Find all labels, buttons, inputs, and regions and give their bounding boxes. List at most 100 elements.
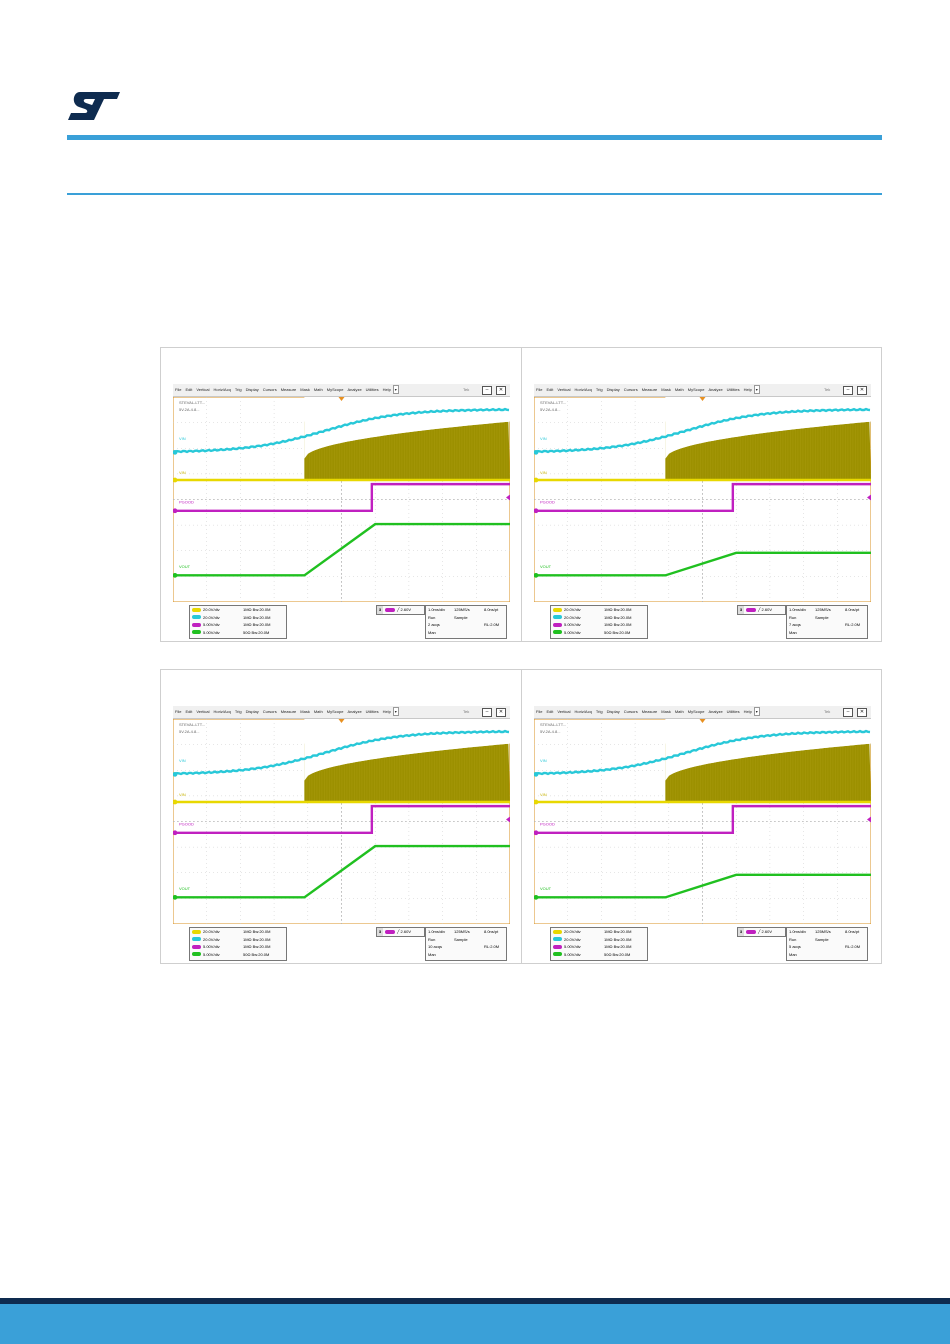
menu-item[interactable]: Display [606, 387, 620, 392]
channel-row[interactable]: 5.00V/div 50Ω Bw:20.0M [551, 951, 647, 959]
menu-item[interactable]: MyScope [687, 387, 705, 392]
trigger-settings[interactable]: 3 ╱ 2.60V [737, 605, 786, 615]
menu-item[interactable]: Analyze [347, 387, 362, 392]
menu-item[interactable]: Measure [280, 709, 297, 714]
menu-item[interactable]: Horiz/Acq [574, 387, 592, 392]
menu-item[interactable]: Trig [595, 709, 603, 714]
menu-item[interactable]: Mask [661, 709, 671, 714]
menu-item[interactable]: MyScope [326, 387, 344, 392]
menu-item[interactable]: Help [743, 709, 752, 714]
menu-item[interactable]: Measure [641, 709, 658, 714]
menu-item[interactable]: Math [313, 709, 323, 714]
menu-item[interactable]: Math [313, 387, 323, 392]
channel-row[interactable]: 5.00V/div 50Ω Bw:20.0M [190, 951, 286, 959]
channel-marker[interactable] [173, 799, 178, 805]
menu-item[interactable]: Utilities [726, 387, 740, 392]
channel-marker[interactable] [173, 508, 178, 514]
menu-dropdown[interactable]: ▾ [392, 707, 399, 716]
menu-item[interactable]: Horiz/Acq [213, 387, 231, 392]
menu-item[interactable]: File [175, 387, 182, 392]
menu-item[interactable]: File [536, 709, 543, 714]
menu-item[interactable]: Utilities [365, 709, 379, 714]
channel-row[interactable]: 20.0V/div 1MΩ Bw:20.0M [551, 606, 647, 614]
minimize-button[interactable]: – [482, 708, 492, 717]
menu-item[interactable]: Edit [185, 387, 193, 392]
channel-marker[interactable] [534, 572, 539, 578]
menu-item[interactable]: Trig [234, 387, 242, 392]
menu-item[interactable]: Utilities [365, 387, 379, 392]
channel-marker[interactable] [534, 771, 539, 777]
menu-item[interactable]: Display [606, 709, 620, 714]
channel-row[interactable]: 20.0V/div 1MΩ Bw:20.0M [190, 936, 286, 944]
menu-item[interactable]: MyScope [687, 709, 705, 714]
menu-item[interactable]: Help [743, 387, 752, 392]
minimize-button[interactable]: – [843, 386, 853, 395]
channel-marker[interactable] [173, 830, 178, 836]
menu-item[interactable]: Vertical [557, 709, 571, 714]
menu-item[interactable]: Measure [641, 387, 658, 392]
menu-item[interactable]: Vertical [196, 709, 210, 714]
channel-marker[interactable] [173, 477, 178, 483]
channel-row[interactable]: 5.00V/div 1MΩ Bw:20.0M [190, 943, 286, 951]
channel-row[interactable]: 5.00V/div 1MΩ Bw:20.0M [551, 621, 647, 629]
menu-item[interactable]: Horiz/Acq [574, 709, 592, 714]
channel-marker[interactable] [173, 894, 178, 900]
menu-item[interactable]: Math [674, 387, 684, 392]
menu-item[interactable]: Help [382, 709, 391, 714]
minimize-button[interactable]: – [843, 708, 853, 717]
channel-row[interactable]: 20.0V/div 1MΩ Bw:20.0M [551, 614, 647, 622]
menu-item[interactable]: File [175, 709, 182, 714]
channel-row[interactable]: 5.00V/div 50Ω Bw:20.0M [190, 629, 286, 637]
menu-item[interactable]: Cursors [623, 709, 638, 714]
close-button[interactable]: ✕ [496, 708, 506, 717]
menu-item[interactable]: Display [245, 387, 259, 392]
menu-item[interactable]: Mask [300, 387, 310, 392]
channel-row[interactable]: 20.0V/div 1MΩ Bw:20.0M [551, 936, 647, 944]
menu-item[interactable]: MyScope [326, 709, 344, 714]
channel-row[interactable]: 20.0V/div 1MΩ Bw:20.0M [190, 928, 286, 936]
menu-item[interactable]: Cursors [262, 387, 277, 392]
timebase-settings[interactable]: 1.0ms/div 125MS/s 8.0ns/pt Run Sample 2 acqs R… [425, 605, 507, 639]
channel-marker[interactable] [534, 508, 539, 514]
timebase-settings[interactable]: 1.0ms/div 125MS/s 8.0ns/pt Run Sample 7 acqs R… [786, 605, 868, 639]
menu-dropdown[interactable]: ▾ [392, 385, 399, 394]
menu-item[interactable]: Cursors [623, 387, 638, 392]
menu-dropdown[interactable]: ▾ [753, 707, 760, 716]
close-button[interactable]: ✕ [857, 386, 867, 395]
menu-item[interactable]: Analyze [347, 709, 362, 714]
trigger-settings[interactable]: 3 ╱ 2.60V [376, 605, 425, 615]
menu-item[interactable]: Analyze [708, 709, 723, 714]
menu-item[interactable]: Vertical [557, 387, 571, 392]
menu-item[interactable]: Utilities [726, 709, 740, 714]
timebase-settings[interactable]: 1.0ms/div 125MS/s 8.0ns/pt Run Sample 5 acqs R… [786, 927, 868, 961]
trigger-settings[interactable]: 3 ╱ 2.60V [737, 927, 786, 937]
channel-marker[interactable] [534, 830, 539, 836]
channel-marker[interactable] [534, 799, 539, 805]
menu-item[interactable]: Edit [546, 709, 554, 714]
minimize-button[interactable]: – [482, 386, 492, 395]
channel-row[interactable]: 20.0V/div 1MΩ Bw:20.0M [190, 614, 286, 622]
menu-item[interactable]: Help [382, 387, 391, 392]
menu-item[interactable]: Edit [546, 387, 554, 392]
menu-item[interactable]: Mask [661, 387, 671, 392]
menu-item[interactable]: Mask [300, 709, 310, 714]
menu-item[interactable]: Vertical [196, 387, 210, 392]
menu-item[interactable]: Analyze [708, 387, 723, 392]
channel-row[interactable]: 5.00V/div 1MΩ Bw:20.0M [551, 943, 647, 951]
channel-marker[interactable] [173, 771, 178, 777]
close-button[interactable]: ✕ [857, 708, 867, 717]
menu-item[interactable]: Display [245, 709, 259, 714]
menu-item[interactable]: Edit [185, 709, 193, 714]
channel-row[interactable]: 5.00V/div 1MΩ Bw:20.0M [190, 621, 286, 629]
menu-item[interactable]: Trig [234, 709, 242, 714]
channel-row[interactable]: 20.0V/div 1MΩ Bw:20.0M [551, 928, 647, 936]
channel-marker[interactable] [534, 477, 539, 483]
channel-marker[interactable] [173, 572, 178, 578]
menu-item[interactable]: Trig [595, 387, 603, 392]
menu-item[interactable]: Cursors [262, 709, 277, 714]
close-button[interactable]: ✕ [496, 386, 506, 395]
menu-item[interactable]: Measure [280, 387, 297, 392]
channel-row[interactable]: 5.00V/div 50Ω Bw:20.0M [551, 629, 647, 637]
channel-row[interactable]: 20.0V/div 1MΩ Bw:20.0M [190, 606, 286, 614]
menu-dropdown[interactable]: ▾ [753, 385, 760, 394]
